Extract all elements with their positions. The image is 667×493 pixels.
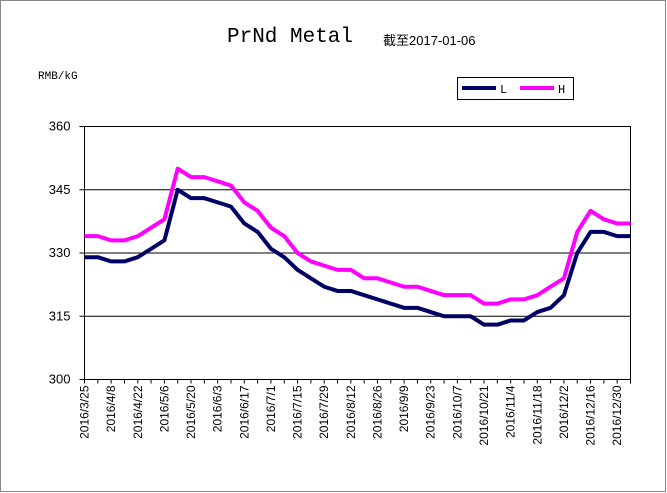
x-tick-label: 2016/12/2	[557, 385, 571, 439]
x-tick-label: 2016/7/15	[291, 385, 305, 439]
x-tick-label: 2016/11/18	[530, 385, 544, 444]
x-tick-label: 2016/9/23	[424, 385, 438, 439]
x-tick-label: 2016/6/3	[211, 385, 225, 432]
x-tick-label: 2016/3/25	[78, 385, 92, 439]
x-tick-label: 2016/12/16	[584, 385, 598, 445]
x-tick-label: 2016/10/7	[450, 385, 464, 439]
x-tick-label: 2016/4/8	[104, 385, 118, 432]
x-tick-label: 2016/7/1	[264, 385, 278, 432]
y-tick-label: 300	[49, 372, 71, 387]
x-tick-label: 2016/8/12	[344, 385, 358, 439]
legend-box	[457, 77, 574, 100]
x-tick-label: 2016/10/21	[477, 385, 491, 445]
x-tick-label: 2016/11/4	[504, 385, 518, 438]
x-tick-label: 2016/7/29	[317, 385, 331, 439]
series-line	[84, 166, 631, 306]
series-line	[84, 187, 631, 327]
chart-subtitle: 截至2017-01-06	[383, 33, 476, 48]
y-tick-label: 330	[49, 245, 71, 260]
chart-title: PrNd Metal	[227, 26, 353, 49]
legend-label: L	[500, 83, 507, 97]
x-tick-label: 2016/5/20	[184, 385, 198, 439]
y-tick-label: 360	[49, 119, 71, 134]
y-axis-label: RMB/kG	[38, 71, 78, 83]
y-tick-label: 315	[49, 308, 71, 323]
x-tick-label: 2016/12/30	[610, 385, 624, 445]
x-tick-label: 2016/6/17	[237, 385, 251, 439]
x-tick-label: 2016/5/6	[157, 385, 171, 432]
legend-label: H	[558, 83, 565, 97]
x-tick-label: 2016/8/26	[370, 385, 384, 439]
y-tick-label: 345	[49, 182, 71, 197]
x-tick-label: 2016/4/22	[131, 385, 145, 439]
x-tick-label: 2016/9/9	[397, 385, 411, 432]
